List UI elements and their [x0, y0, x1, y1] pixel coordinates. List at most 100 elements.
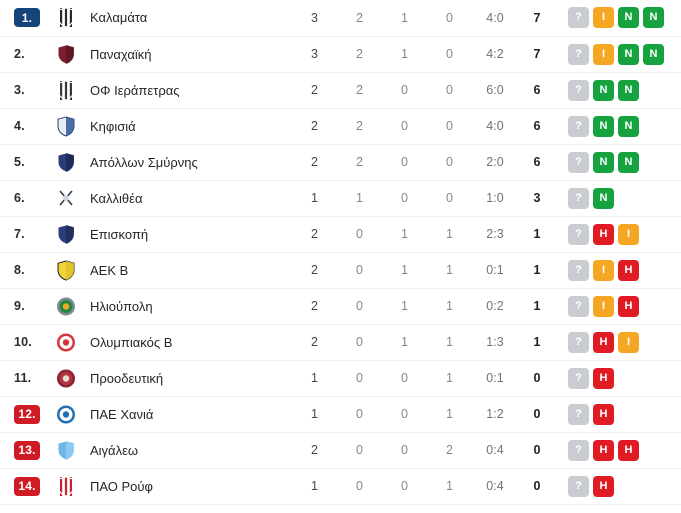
- team-cell[interactable]: Καλαμάτα: [84, 0, 292, 36]
- form-badge-unknown[interactable]: ?: [568, 367, 589, 389]
- rank-wrapper: 12.: [0, 404, 48, 424]
- matches-played-cell: 2: [311, 443, 318, 457]
- form-badge-win[interactable]: N: [643, 43, 664, 65]
- team-cell[interactable]: Κηφισιά: [84, 108, 292, 144]
- form-badge-win[interactable]: N: [593, 187, 614, 209]
- form-badge-unknown[interactable]: ?: [568, 331, 589, 353]
- form-badge-draw[interactable]: I: [593, 7, 614, 29]
- form-badge-draw[interactable]: I: [618, 223, 639, 245]
- team-name[interactable]: Ολυμπιακός Β: [90, 334, 173, 350]
- crest-cell: [48, 360, 84, 396]
- goals-cell: 0:1: [486, 263, 504, 277]
- table-row[interactable]: 6. Καλλιθέα 1 1 0 0 1:0 3? N: [0, 180, 681, 216]
- team-name[interactable]: ΟΦ Ιεράπετρας: [90, 82, 180, 98]
- matches-played-cell: 2: [311, 155, 318, 169]
- form-badge-loss[interactable]: H: [618, 439, 639, 461]
- table-row[interactable]: 14. ΠΑΟ Ρούφ 1 0 0 1 0:4 0? H: [0, 468, 681, 504]
- form-badge-unknown[interactable]: ?: [568, 79, 589, 101]
- form-badge-draw[interactable]: I: [618, 331, 639, 353]
- form-badge-loss[interactable]: H: [593, 223, 614, 245]
- team-cell[interactable]: ΠΑΕ Χανιά: [84, 396, 292, 432]
- table-row[interactable]: 4. Κηφισιά 2 2 0 0 4:0 6? N N: [0, 108, 681, 144]
- team-name[interactable]: Απόλλων Σμύρνης: [90, 154, 198, 170]
- team-name[interactable]: Καλλιθέα: [90, 190, 143, 206]
- team-cell[interactable]: Ολυμπιακός Β: [84, 324, 292, 360]
- table-row[interactable]: 3. ΟΦ Ιεράπετρας 2 2 0 0 6:0 6? N N: [0, 72, 681, 108]
- form-badges: ? N N: [568, 79, 681, 101]
- team-name[interactable]: ΠΑΕ Χανιά: [90, 406, 154, 422]
- form-badge-loss[interactable]: H: [593, 403, 614, 425]
- form-badge-win[interactable]: N: [593, 79, 614, 101]
- rank-wrapper: 5.: [0, 156, 48, 169]
- form-badge-loss[interactable]: H: [618, 259, 639, 281]
- goals-cell: 1:0: [486, 191, 504, 205]
- team-cell[interactable]: Επισκοπή: [84, 216, 292, 252]
- rank-badge-relegation: 12.: [14, 404, 40, 424]
- form-badge-loss[interactable]: H: [593, 331, 614, 353]
- form-cell: ? H: [556, 360, 681, 396]
- matches-drawn-cell: 0: [401, 155, 408, 169]
- form-badge-win[interactable]: N: [593, 115, 614, 137]
- form-badge-win[interactable]: N: [618, 115, 639, 137]
- table-row[interactable]: 8. ΑΕΚ Β 2 0 1 1 0:1 1? I H: [0, 252, 681, 288]
- table-row[interactable]: 7. Επισκοπή 2 0 1 1 2:3 1? H I: [0, 216, 681, 252]
- form-badge-unknown[interactable]: ?: [568, 151, 589, 173]
- form-badge-unknown[interactable]: ?: [568, 115, 589, 137]
- table-row[interactable]: 13. Αιγάλεω 2 0 0 2 0:4 0? H H: [0, 432, 681, 468]
- form-badge-loss[interactable]: H: [618, 295, 639, 317]
- team-name[interactable]: Καλαμάτα: [90, 10, 148, 26]
- team-cell[interactable]: ΑΕΚ Β: [84, 252, 292, 288]
- form-badge-win[interactable]: N: [618, 7, 639, 29]
- form-badges: ? H: [568, 475, 681, 497]
- table-row[interactable]: 10. Ολυμπιακός Β 2 0 1 1 1:3 1? H I: [0, 324, 681, 360]
- team-name[interactable]: Ηλιούπολη: [90, 298, 153, 314]
- team-name[interactable]: ΠΑΟ Ρούφ: [90, 478, 153, 494]
- team-name[interactable]: ΑΕΚ Β: [90, 262, 129, 278]
- team-cell[interactable]: Καλλιθέα: [84, 180, 292, 216]
- form-badge-unknown[interactable]: ?: [568, 475, 589, 497]
- rank-number: 2.: [14, 46, 25, 61]
- form-badge-loss[interactable]: H: [593, 475, 614, 497]
- form-badge-loss[interactable]: H: [593, 367, 614, 389]
- team-name[interactable]: Προοδευτική: [90, 370, 164, 386]
- team-cell[interactable]: ΠΑΟ Ρούφ: [84, 468, 292, 504]
- form-badge-draw[interactable]: I: [593, 295, 614, 317]
- form-badge-unknown[interactable]: ?: [568, 439, 589, 461]
- table-row[interactable]: 11. Προοδευτική 1 0 0 1 0:1 0? H: [0, 360, 681, 396]
- form-badge-loss[interactable]: H: [593, 439, 614, 461]
- form-badge-win[interactable]: N: [593, 151, 614, 173]
- points-cell: 0: [533, 371, 541, 385]
- form-badge-win[interactable]: N: [618, 43, 639, 65]
- team-cell[interactable]: Ηλιούπολη: [84, 288, 292, 324]
- rank-wrapper: 14.: [0, 476, 48, 496]
- team-name[interactable]: Κηφισιά: [90, 118, 136, 134]
- goals-cell: 1:2: [486, 407, 504, 421]
- form-badge-draw[interactable]: I: [593, 43, 614, 65]
- form-badge-win[interactable]: N: [643, 7, 664, 29]
- rank-cell: 1.: [0, 0, 48, 36]
- form-badge-unknown[interactable]: ?: [568, 403, 589, 425]
- team-name[interactable]: Παναχαϊκή: [90, 46, 152, 62]
- team-cell[interactable]: Αιγάλεω: [84, 432, 292, 468]
- table-row[interactable]: 12. ΠΑΕ Χανιά 1 0 0 1 1:2 0? H: [0, 396, 681, 432]
- crest-cell: [48, 36, 84, 72]
- form-badge-unknown[interactable]: ?: [568, 7, 589, 29]
- form-badge-unknown[interactable]: ?: [568, 43, 589, 65]
- form-badge-unknown[interactable]: ?: [568, 187, 589, 209]
- team-cell[interactable]: Παναχαϊκή: [84, 36, 292, 72]
- table-row[interactable]: 1. Καλαμάτα 3 2 1 0 4:0 7? I N N: [0, 0, 681, 36]
- team-cell[interactable]: Απόλλων Σμύρνης: [84, 144, 292, 180]
- form-badge-unknown[interactable]: ?: [568, 223, 589, 245]
- form-badge-win[interactable]: N: [618, 79, 639, 101]
- team-cell[interactable]: Προοδευτική: [84, 360, 292, 396]
- team-cell[interactable]: ΟΦ Ιεράπετρας: [84, 72, 292, 108]
- form-badge-unknown[interactable]: ?: [568, 295, 589, 317]
- table-row[interactable]: 5. Απόλλων Σμύρνης 2 2 0 0 2:0 6? N N: [0, 144, 681, 180]
- team-name[interactable]: Αιγάλεω: [90, 442, 139, 458]
- table-row[interactable]: 2. Παναχαϊκή 3 2 1 0 4:2 7? I N N: [0, 36, 681, 72]
- form-badge-draw[interactable]: I: [593, 259, 614, 281]
- table-row[interactable]: 9. Ηλιούπολη 2 0 1 1 0:2 1? I H: [0, 288, 681, 324]
- form-badge-win[interactable]: N: [618, 151, 639, 173]
- team-name[interactable]: Επισκοπή: [90, 226, 149, 242]
- form-badge-unknown[interactable]: ?: [568, 259, 589, 281]
